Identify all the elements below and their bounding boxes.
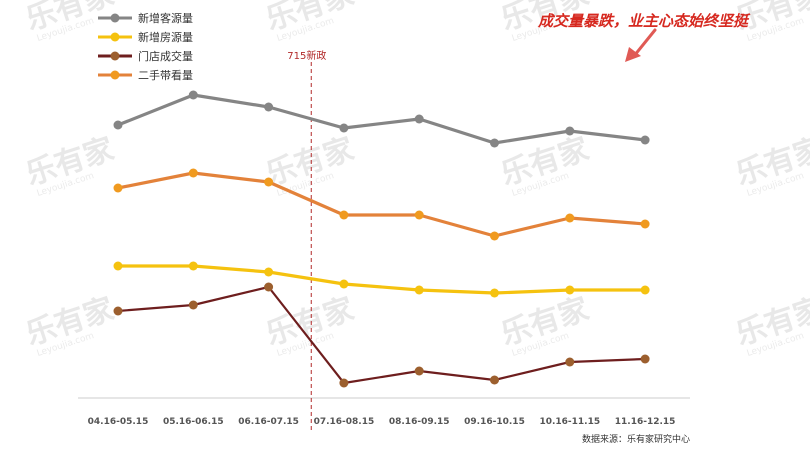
data-point: [490, 138, 499, 148]
data-point: [565, 213, 575, 223]
legend-swatch-marker: [110, 32, 120, 42]
data-point: [640, 285, 650, 295]
policy-marker: 715新政: [287, 49, 326, 430]
data-point: [640, 219, 650, 229]
data-point: [264, 177, 274, 187]
data-point: [113, 120, 123, 130]
legend-item-house-listings: 新增房源量: [98, 30, 193, 44]
series-viewings: [113, 168, 650, 241]
legend-label: 新增房源量: [138, 30, 193, 44]
x-tick-label: 07.16-08.15: [314, 417, 375, 427]
legend-swatch-marker: [110, 51, 120, 61]
legend-label: 二手带看量: [138, 68, 193, 82]
data-point: [414, 366, 424, 376]
series-store-deals: [113, 282, 650, 388]
x-tick-label: 11.16-12.15: [615, 417, 676, 427]
arrow-icon: [632, 28, 657, 58]
arrow-head-icon: [625, 47, 641, 62]
legend-swatch-marker: [110, 70, 120, 80]
series-layer: [113, 90, 650, 388]
x-tick-label: 09.16-10.15: [464, 417, 525, 427]
headline-text: 成交量暴跌，业主心态始终坚挺: [537, 12, 751, 30]
legend-label: 新增客源量: [138, 11, 193, 25]
x-tick-label: 08.16-09.15: [389, 417, 450, 427]
data-point: [113, 306, 123, 316]
data-point: [490, 288, 499, 298]
series-line: [117, 93, 646, 145]
x-tick-label: 05.16-06.15: [163, 417, 224, 427]
data-point: [188, 168, 198, 178]
legend-swatch-marker: [110, 13, 120, 23]
legend-item-store-deals: 门店成交量: [98, 49, 193, 63]
x-tick-label: 04.16-05.15: [88, 417, 149, 427]
legend-item-viewings: 二手带看量: [98, 68, 193, 82]
series-line: [117, 171, 646, 238]
data-point: [339, 279, 349, 289]
series-house-listings: [113, 261, 650, 298]
legend-item-buyer-listings: 新增客源量: [98, 11, 193, 25]
data-point: [414, 114, 424, 124]
headline: 成交量暴跌，业主心态始终坚挺: [537, 12, 751, 62]
data-point: [414, 285, 424, 295]
data-point: [565, 285, 575, 295]
data-point: [565, 126, 575, 136]
data-point: [264, 267, 274, 277]
data-point: [490, 375, 499, 385]
series-buyer-listings: [113, 90, 650, 148]
data-point: [113, 183, 123, 193]
x-tick-label: 06.16-07.15: [238, 417, 299, 427]
data-point: [113, 261, 123, 271]
data-point: [339, 378, 349, 388]
data-point: [490, 231, 499, 241]
source-note: 数据来源：乐有家研究中心: [582, 433, 690, 445]
data-point: [188, 90, 198, 100]
data-point: [339, 123, 349, 133]
data-point: [264, 102, 274, 112]
x-axis-ticks: 04.16-05.15 05.16-06.15 06.16-07.15 07.16-0…: [88, 417, 676, 427]
data-point: [640, 354, 650, 364]
data-point: [188, 300, 198, 310]
data-point: [339, 210, 349, 220]
data-point: [414, 210, 424, 220]
data-point: [188, 261, 198, 271]
series-line: [117, 285, 646, 385]
data-point: [565, 357, 575, 367]
legend-label: 门店成交量: [138, 49, 193, 63]
policy-label: 715新政: [287, 49, 326, 62]
data-point: [264, 282, 274, 292]
data-point: [640, 135, 650, 145]
series-line: [118, 264, 646, 295]
x-tick-label: 10.16-11.15: [539, 417, 600, 427]
